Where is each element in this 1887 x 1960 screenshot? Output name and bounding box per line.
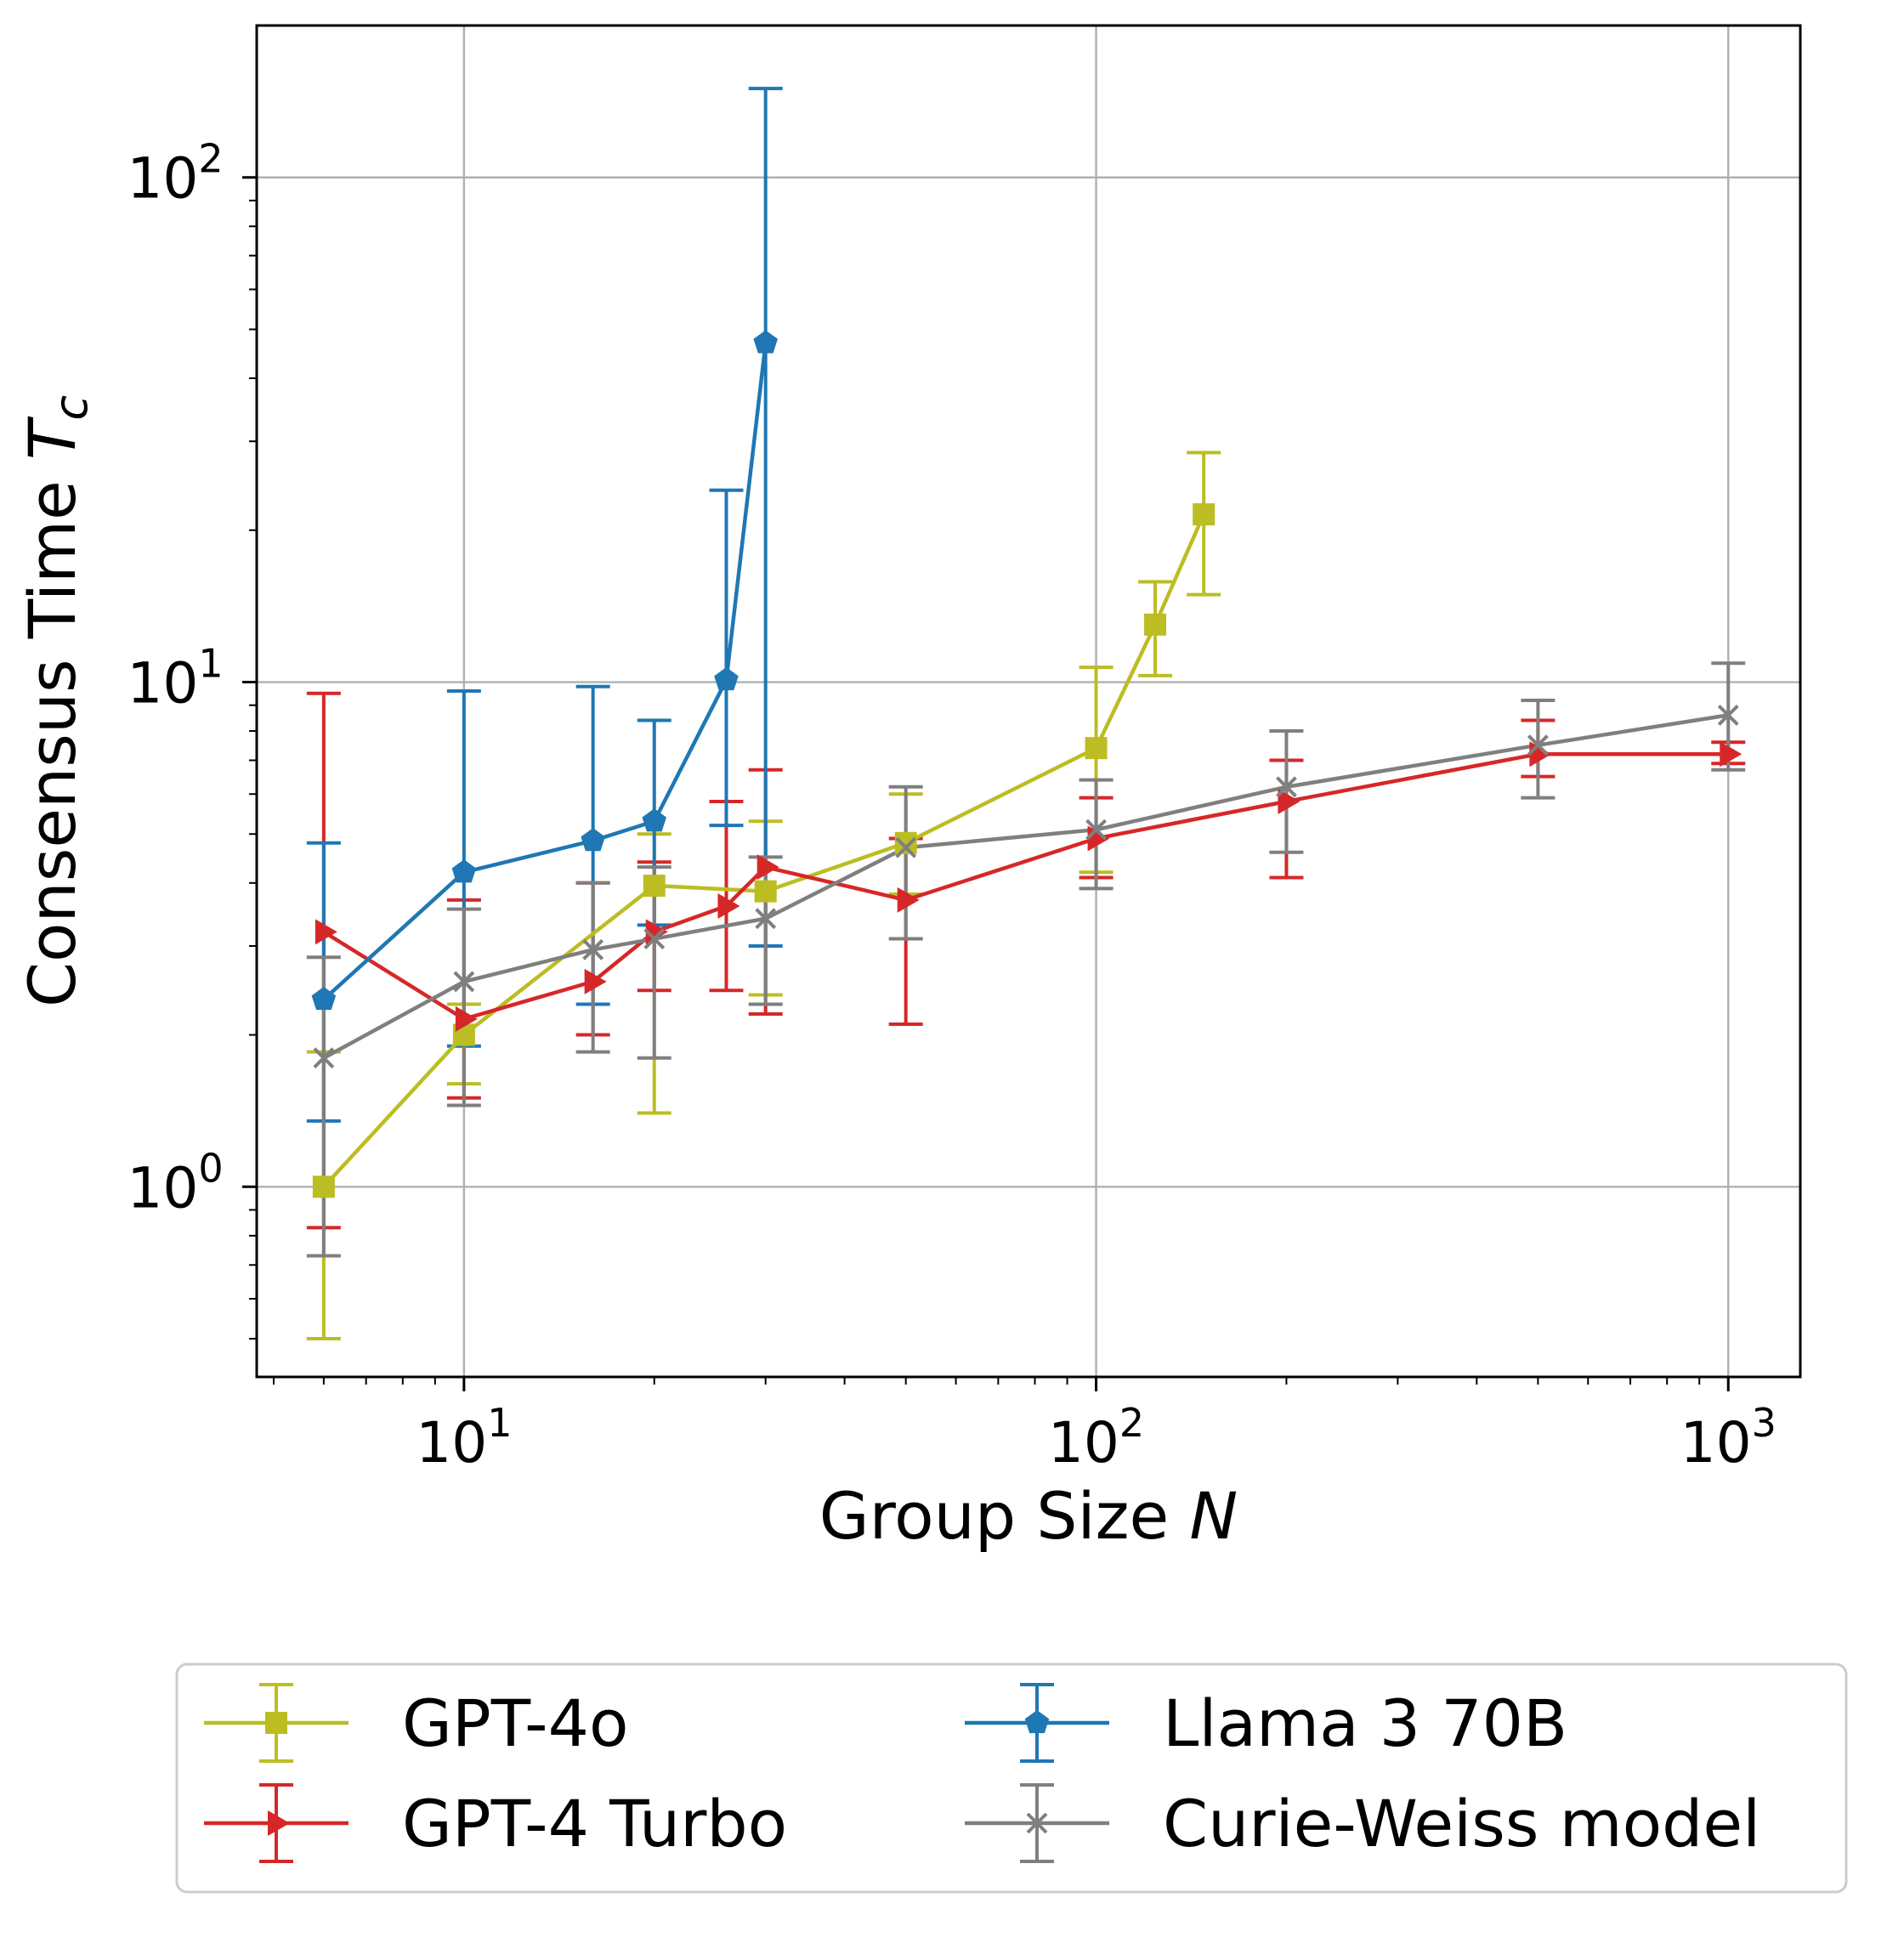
legend-marker — [1026, 1812, 1048, 1834]
data-point-gpt-4o — [754, 880, 777, 903]
data-point-gpt-4-turbo — [717, 892, 740, 919]
errorbar-curie-weiss-model — [446, 907, 481, 1107]
y-tick-label: 100 — [127, 1145, 223, 1221]
data-point-gpt-4-turbo — [584, 968, 607, 994]
legend-entry-llama-3-70b: Llama 3 70B — [965, 1683, 1567, 1763]
x-marker-stroke — [1527, 734, 1549, 756]
x-marker-stroke — [1717, 704, 1739, 726]
data-point-curie-weiss-model — [582, 938, 604, 960]
data-point-curie-weiss-model — [895, 836, 917, 858]
y-axis-ticks: 100 101 102 — [127, 136, 257, 1221]
x-tick-label: 101 — [416, 1400, 512, 1476]
y-tick-label: 101 — [127, 641, 223, 717]
x-marker-stroke — [895, 836, 917, 858]
x-axis-label: Group Size N — [819, 1478, 1238, 1554]
y-axis-label: Consensus Time Tc — [14, 395, 98, 1007]
legend-marker — [265, 1712, 287, 1734]
data-point-gpt-4-turbo — [1720, 741, 1742, 768]
legend-label: Llama 3 70B — [1163, 1685, 1567, 1761]
data-point-curie-weiss-model — [1085, 819, 1107, 841]
data-point-gpt-4-turbo — [455, 1005, 478, 1032]
y-tick-label: 102 — [127, 136, 223, 212]
data-point-gpt-4-turbo — [314, 919, 337, 945]
x-marker-stroke — [755, 908, 777, 930]
data-point-curie-weiss-model — [1717, 704, 1739, 726]
data-point-gpt-4-turbo — [756, 854, 779, 881]
data-point-curie-weiss-model — [755, 908, 777, 930]
x-axis-ticks: 101 102 103 — [416, 1377, 1776, 1476]
plot-frame — [255, 24, 1802, 1379]
legend-entry-curie-weiss-model: Curie-Weiss model — [965, 1783, 1760, 1863]
data-point-curie-weiss-model — [1276, 776, 1297, 798]
x-marker-stroke — [1276, 776, 1297, 798]
legend-marker — [1024, 1710, 1050, 1734]
legend-box — [175, 1663, 1848, 1894]
data-point-gpt-4o — [1085, 737, 1108, 760]
data-point-gpt-4o — [1144, 613, 1167, 636]
data-point-gpt-4-turbo — [1278, 788, 1300, 814]
legend-entry-gpt-4o: GPT-4o — [204, 1683, 628, 1763]
errorbar-curie-weiss-model — [1269, 729, 1304, 854]
x-marker-stroke — [643, 928, 666, 949]
errorbar-curie-weiss-model — [637, 865, 672, 1060]
errorbar-curie-weiss-model — [575, 881, 610, 1054]
data-point-curie-weiss-model — [453, 971, 475, 993]
data-point-gpt-4o — [312, 1175, 335, 1198]
data-point-llama-3-70b — [642, 808, 666, 832]
series-line-llama-3-70b — [322, 343, 768, 1001]
x-marker-stroke — [1026, 1812, 1048, 1834]
data-point-llama-3-70b — [581, 828, 605, 852]
data-point-gpt-4o — [1193, 503, 1216, 526]
x-marker-stroke — [1085, 819, 1107, 841]
data-point-gpt-4o — [643, 875, 666, 898]
x-tick-label: 102 — [1048, 1400, 1144, 1476]
legend-label: GPT-4 Turbo — [402, 1786, 787, 1861]
x-marker-stroke — [453, 971, 475, 993]
series-line-curie-weiss-model — [322, 713, 1729, 1060]
data-point-llama-3-70b — [714, 666, 739, 691]
data-point-llama-3-70b — [753, 330, 778, 354]
data-point-curie-weiss-model — [1527, 734, 1549, 756]
legend-entry-gpt-4-turbo: GPT-4 Turbo — [204, 1783, 787, 1863]
data-point-curie-weiss-model — [643, 928, 666, 949]
series-markers — [311, 330, 1742, 1198]
error-bars — [306, 87, 1746, 1341]
data-point-llama-3-70b — [311, 986, 337, 1011]
errorbar-llama-3-70b — [709, 488, 744, 828]
legend: GPT-4o Llama 3 70B GPT-4 Turbo Curie-Weiss … — [175, 1663, 1848, 1894]
data-point-llama-3-70b — [451, 859, 477, 883]
errorbar-curie-weiss-model — [888, 785, 923, 941]
legend-marker — [268, 1810, 290, 1836]
data-point-gpt-4o — [894, 831, 917, 854]
x-marker-stroke — [313, 1047, 335, 1069]
data-point-gpt-4-turbo — [897, 887, 920, 913]
legend-label: Curie-Weiss model — [1163, 1786, 1760, 1861]
legend-label: GPT-4o — [402, 1685, 628, 1761]
x-tick-label: 103 — [1680, 1400, 1776, 1476]
x-marker-stroke — [582, 938, 604, 960]
data-point-curie-weiss-model — [313, 1047, 335, 1069]
